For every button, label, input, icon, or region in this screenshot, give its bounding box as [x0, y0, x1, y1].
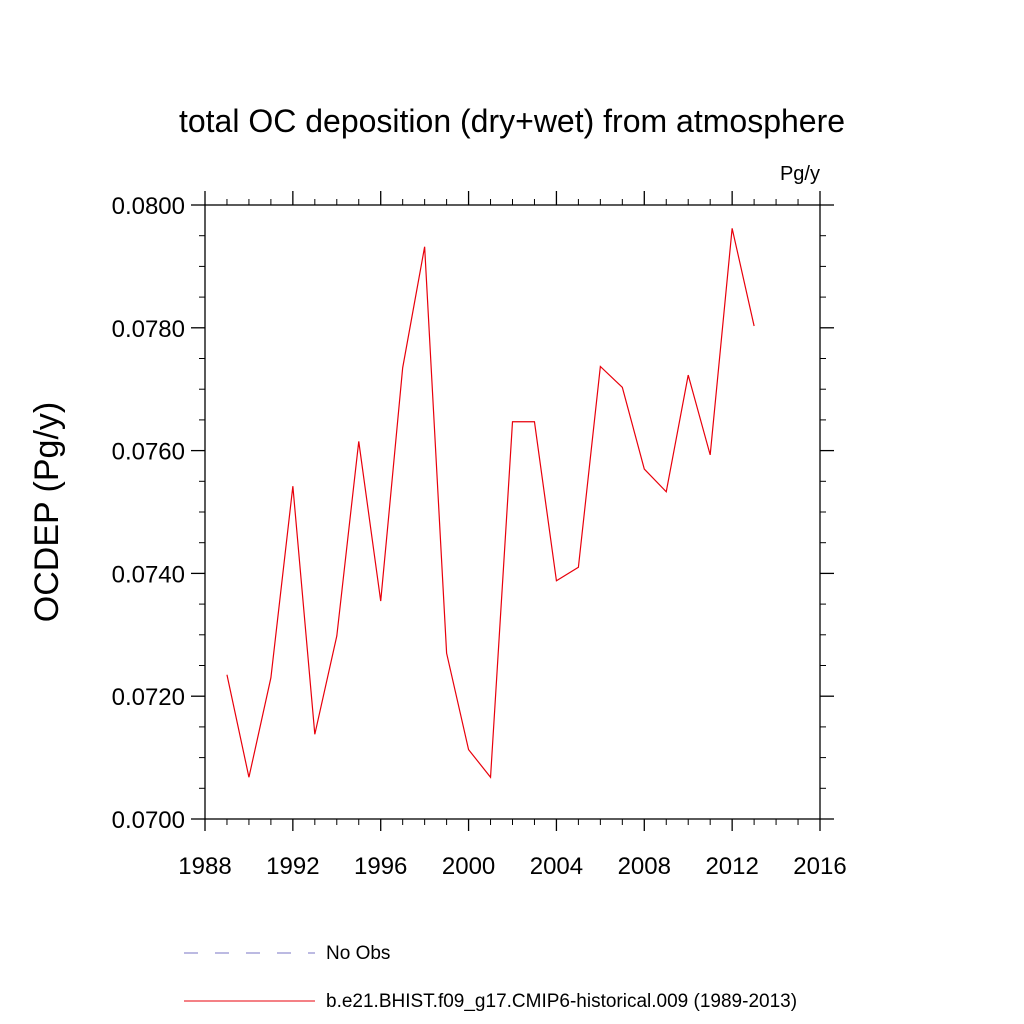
- x-tick-label-3: 2000: [442, 853, 495, 880]
- units-label: Pg/y: [780, 163, 820, 185]
- axis-ticks: [191, 191, 834, 831]
- legend-label-no-obs: No Obs: [326, 943, 390, 964]
- legend-label-model: b.e21.BHIST.f09_g17.CMIP6-historical.009…: [326, 991, 797, 1012]
- x-tick-label-0: 1988: [178, 853, 231, 880]
- y-tick-label-4: 0.0780: [112, 316, 185, 343]
- y-tick-labels: 0.0700 0.0720 0.0740 0.0760 0.0780 0.0800: [112, 193, 185, 834]
- x-tick-labels: 1988 1992 1996 2000 2004 2008 2012 2016: [178, 853, 846, 880]
- x-tick-label-5: 2008: [618, 853, 671, 880]
- x-tick-label-6: 2012: [705, 853, 758, 880]
- legend: No Obs b.e21.BHIST.f09_g17.CMIP6-histori…: [184, 943, 797, 1012]
- y-tick-label-5: 0.0800: [112, 193, 185, 220]
- y-tick-label-0: 0.0700: [112, 807, 185, 834]
- y-tick-label-2: 0.0740: [112, 561, 185, 588]
- x-tick-label-7: 2016: [793, 853, 846, 880]
- series-line-0: [226, 228, 755, 779]
- y-tick-label-3: 0.0760: [112, 439, 185, 466]
- series-layer: [226, 228, 755, 779]
- plot-frame: [204, 204, 821, 820]
- chart-title: total OC deposition (dry+wet) from atmos…: [179, 103, 845, 139]
- x-tick-label-1: 1992: [266, 853, 319, 880]
- y-tick-label-1: 0.0720: [112, 684, 185, 711]
- x-tick-label-4: 2004: [530, 853, 583, 880]
- x-tick-label-2: 1996: [354, 853, 407, 880]
- y-axis-label: OCDEP (Pg/y): [28, 402, 66, 622]
